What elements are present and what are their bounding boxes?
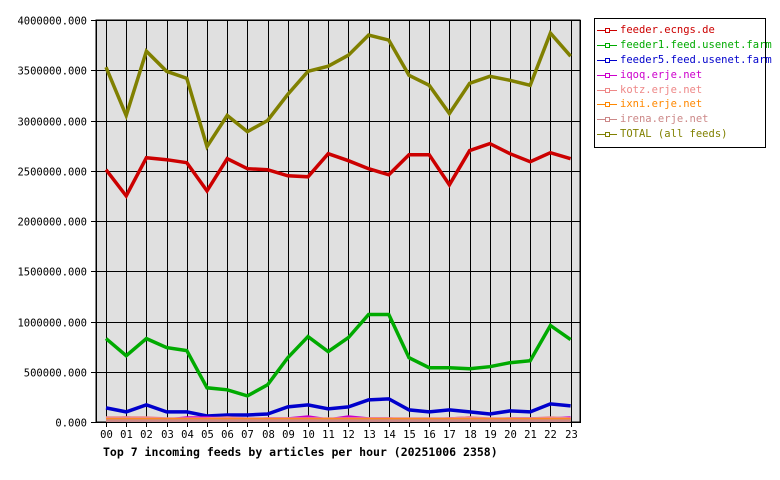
legend-line-marker-icon xyxy=(597,70,617,80)
legend-item: feeder.ecngs.de xyxy=(597,23,765,38)
legend-item: TOTAL (all feeds) xyxy=(597,127,765,142)
y-tick-label: 2000000.000 xyxy=(17,217,87,229)
legend-item: feeder5.feed.usenet.farm xyxy=(597,53,772,68)
series-line xyxy=(104,29,572,151)
x-tick-label: 18 xyxy=(464,429,477,441)
legend-item: irena.erje.net xyxy=(597,112,765,127)
x-tick-label: 23 xyxy=(565,429,578,441)
legend-item: kotz.erje.net xyxy=(597,82,765,97)
x-tick-label: 15 xyxy=(403,429,416,441)
x-axis-ticks: 00 01 02 03 04 05 06 07 08 09 10 11 12 13 14 15 16 17 18 19… xyxy=(100,429,578,441)
legend-line-marker-icon xyxy=(597,129,617,139)
series-lines xyxy=(96,20,581,423)
x-tick-label: 14 xyxy=(383,429,396,441)
x-tick-label: 10 xyxy=(302,429,315,441)
legend-line-marker-icon xyxy=(597,40,617,50)
legend-label: feeder1.feed.usenet.farm xyxy=(620,39,772,52)
chart-legend: feeder.ecngs.de feeder1.feed.usenet.farm… xyxy=(594,18,772,148)
y-tick-label: 3000000.000 xyxy=(17,117,87,129)
y-tick-label: 1000000.000 xyxy=(17,318,87,330)
legend-label: feeder.ecngs.de xyxy=(620,24,715,37)
legend-label: TOTAL (all feeds) xyxy=(620,127,728,140)
x-tick-label: 00 xyxy=(100,429,113,441)
legend-label: irena.erje.net xyxy=(620,113,709,126)
y-axis-ticks: 0.000 500000.000 1000000.000 1500000.000 200… xyxy=(17,16,87,430)
x-tick-label: 07 xyxy=(241,429,254,441)
x-tick-label: 05 xyxy=(201,429,214,441)
legend-label: iqoq.erje.net xyxy=(620,68,703,81)
chart-title: Top 7 incoming feeds by articles per hou… xyxy=(103,445,498,459)
legend-line-marker-icon xyxy=(597,85,617,95)
x-tick-label: 17 xyxy=(443,429,456,441)
legend-label: kotz.erje.net xyxy=(620,83,703,96)
legend-line-marker-icon xyxy=(597,55,617,65)
y-tick-label: 500000.000 xyxy=(24,368,87,380)
legend-item: iqoq.erje.net xyxy=(597,67,765,82)
series-line xyxy=(104,312,572,398)
legend-label: ixni.erje.net xyxy=(620,98,703,111)
y-tick-label: 1500000.000 xyxy=(17,267,87,279)
x-tick-label: 08 xyxy=(262,429,275,441)
y-tick-label: 3500000.000 xyxy=(17,66,87,78)
x-tick-label: 22 xyxy=(544,429,557,441)
x-tick-label: 19 xyxy=(484,429,497,441)
legend-line-marker-icon xyxy=(597,25,617,35)
x-tick-label: 03 xyxy=(161,429,174,441)
series-line xyxy=(105,397,571,418)
legend-line-marker-icon xyxy=(597,114,617,124)
x-tick-label: 04 xyxy=(181,429,194,441)
x-tick-label: 12 xyxy=(342,429,355,441)
series-line xyxy=(104,141,572,200)
x-tick-label: 11 xyxy=(322,429,335,441)
x-tick-label: 09 xyxy=(282,429,295,441)
x-tick-label: 13 xyxy=(363,429,376,441)
x-tick-label: 20 xyxy=(504,429,517,441)
x-tick-label: 21 xyxy=(524,429,537,441)
legend-item: ixni.erje.net xyxy=(597,97,765,112)
x-tick-label: 02 xyxy=(140,429,153,441)
legend-line-marker-icon xyxy=(597,99,617,109)
x-tick-label: 01 xyxy=(120,429,133,441)
legend-label: feeder5.feed.usenet.farm xyxy=(620,53,772,66)
legend-item: feeder1.feed.usenet.farm xyxy=(597,38,772,53)
y-tick-label: 2500000.000 xyxy=(17,167,87,179)
x-tick-label: 06 xyxy=(221,429,234,441)
x-tick-label: 16 xyxy=(423,429,436,441)
y-tick-label: 4000000.000 xyxy=(17,16,87,28)
y-tick-label: 0.000 xyxy=(55,418,87,430)
